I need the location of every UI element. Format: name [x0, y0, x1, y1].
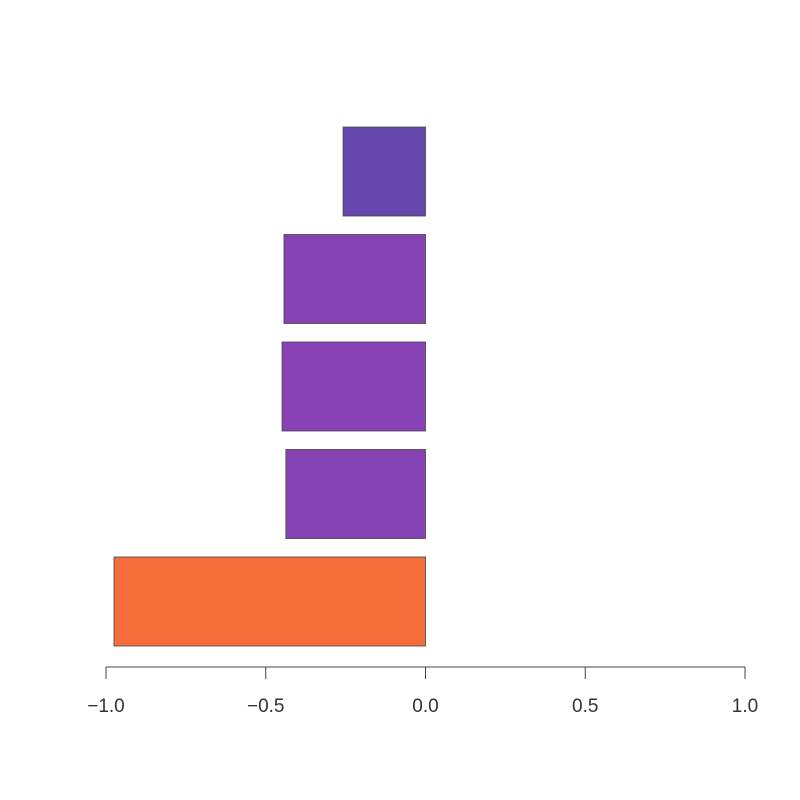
bar: [283, 234, 426, 324]
x-tick-label: 0.5: [572, 696, 598, 717]
x-tick-label: 1.0: [732, 696, 758, 717]
bar: [281, 341, 426, 432]
bar: [285, 449, 426, 539]
bar: [342, 126, 426, 217]
x-tick-label: 0.0: [412, 696, 438, 717]
bar: [113, 556, 426, 647]
x-tick-label: −0.5: [247, 696, 285, 717]
x-tick-label: −1.0: [87, 696, 125, 717]
